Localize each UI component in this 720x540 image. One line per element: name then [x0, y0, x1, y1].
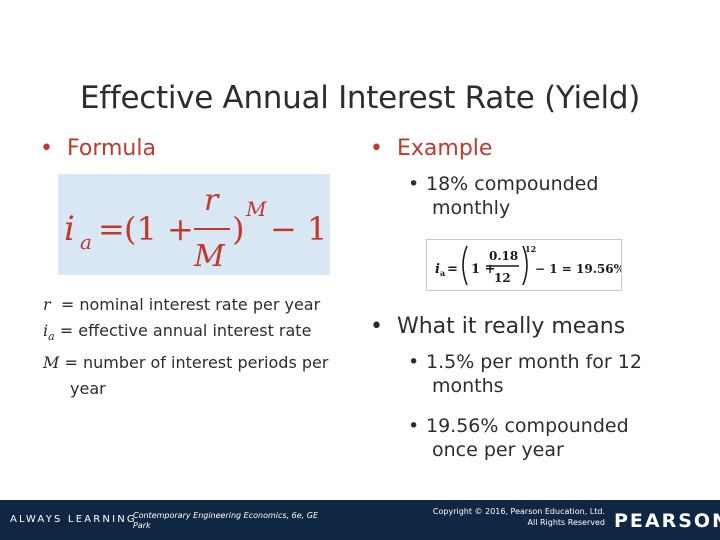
bullet-dot: • — [370, 136, 383, 161]
meaning-heading: • What it really means — [370, 314, 625, 340]
pearson-logo: PEARSON — [614, 510, 720, 532]
example-exponent: 12 — [525, 244, 536, 254]
footer-bar — [0, 500, 720, 540]
bullet-dot: • — [408, 351, 420, 373]
definition-ia: ia = effective annual interest rate — [43, 321, 312, 344]
formula-exponent: M — [245, 197, 267, 221]
example-lhs: i — [435, 262, 440, 277]
formula-numerator: r — [204, 183, 220, 218]
formula-graphic: i a = (1 + r M ) M − 1 — [64, 183, 327, 274]
slide-title: Effective Annual Interest Rate (Yield) — [79, 80, 641, 116]
meaning-heading-label: What it really means — [396, 314, 626, 339]
right-paren — [522, 245, 528, 286]
bullet-dot: • — [370, 314, 383, 339]
formula-equals: = — [98, 210, 125, 248]
example-item: • 18% compounded monthly — [408, 173, 599, 219]
example-denominator: 12 — [494, 271, 511, 285]
example-result: − 1 = 19.56% — [535, 262, 621, 276]
footer-copyright: Copyright © 2016, Pearson Education, Ltd… — [432, 507, 605, 527]
definition-m: M = number of interest periods per — [43, 353, 329, 373]
example-numerator: 0.18 — [489, 249, 518, 263]
example-formula-box: i a = 1 + 0.18 12 12 − 1 = 19.56% — [426, 239, 626, 291]
formula-open: (1 + — [124, 210, 194, 248]
meaning-item-2: • 19.56% compounded once per year — [408, 415, 629, 461]
definition-r: r = nominal interest rate per year — [43, 295, 321, 314]
bullet-dot: • — [408, 173, 420, 195]
formula-heading: • Formula — [40, 136, 156, 162]
footer-tagline: ALWAYS LEARNING — [10, 514, 137, 525]
formula-tail: − 1 — [270, 210, 327, 248]
bullet-dot: • — [408, 415, 420, 437]
bullet-dot: • — [40, 136, 53, 161]
example-lhs-sub: a — [440, 268, 445, 278]
example-one-plus: 1 + — [471, 262, 495, 277]
formula-heading-label: Formula — [66, 136, 156, 161]
example-heading: • Example — [370, 136, 492, 162]
meaning-item-1: • 1.5% per month for 12 months — [408, 351, 642, 397]
footer-book-credit: Contemporary Engineering Economics, 6e, … — [133, 511, 319, 530]
formula-close: ) — [232, 210, 244, 248]
formula-box: i a = (1 + r M ) M − 1 — [58, 174, 330, 275]
definitions: r = nominal interest rate per year ia = … — [43, 292, 363, 402]
example-heading-label: Example — [396, 136, 493, 161]
formula-lhs: i — [64, 209, 75, 249]
formula-denominator: M — [193, 239, 226, 274]
formula-lhs-sub: a — [80, 230, 92, 254]
example-equals: = — [447, 262, 458, 277]
example-formula-graphic: i a = 1 + 0.18 12 12 − 1 = 19.56% — [435, 244, 626, 286]
left-paren — [462, 245, 468, 286]
definition-m-wrap: year — [70, 379, 106, 399]
